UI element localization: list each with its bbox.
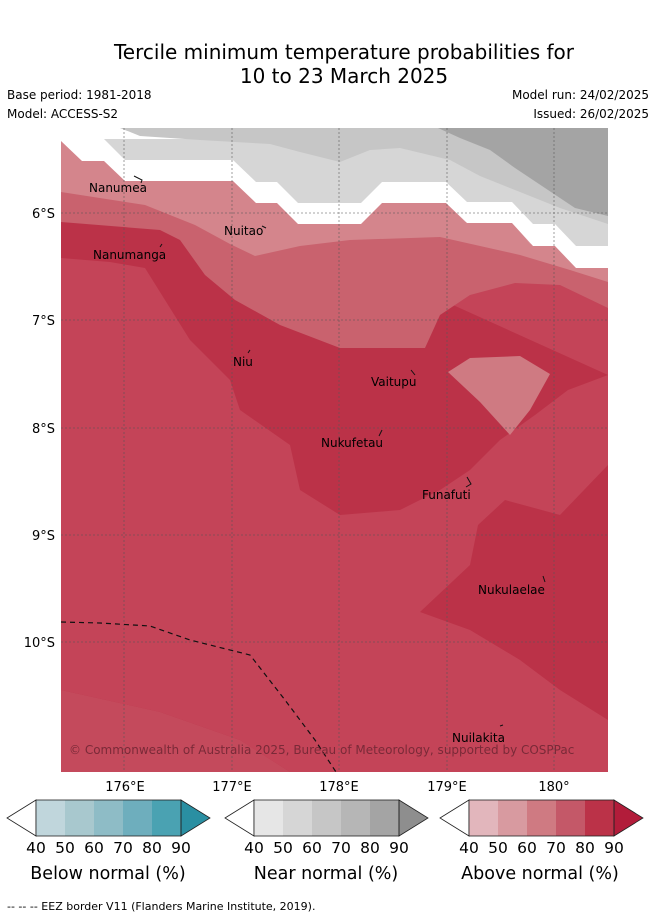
title-line-1: Tercile minimum temperature probabilitie… bbox=[113, 40, 575, 64]
colorbar-tick-label: 90 bbox=[389, 839, 409, 857]
colorbar-tick-label: 80 bbox=[575, 839, 595, 857]
colorbar-outline bbox=[253, 799, 400, 837]
colorbar-tick-label: 50 bbox=[273, 839, 293, 857]
colorbar-tick-label: 70 bbox=[113, 839, 133, 857]
colorbar-segment bbox=[94, 800, 123, 836]
probability-field bbox=[61, 128, 608, 772]
colorbar-segment bbox=[152, 800, 181, 836]
colorbar-extend-low bbox=[224, 799, 255, 837]
region-above-60 bbox=[448, 356, 550, 435]
base-period: Base period: 1981-2018 bbox=[7, 88, 152, 102]
place-label: Nanumea bbox=[89, 181, 147, 195]
y-tick-label: 6°S bbox=[32, 207, 55, 222]
place-label: Nukulaelae bbox=[478, 583, 545, 597]
colorbar-segment bbox=[556, 800, 585, 836]
colorbar-extend-low bbox=[439, 799, 470, 837]
eez-border-line bbox=[61, 621, 337, 772]
colorbar-segment bbox=[254, 800, 283, 836]
y-tick-label: 9°S bbox=[32, 529, 55, 544]
model-run: Model run: 24/02/2025 bbox=[511, 88, 649, 102]
x-tick-label: 177°E bbox=[212, 780, 252, 795]
map-title: Tercile minimum temperature probabilitie… bbox=[0, 40, 655, 88]
colorbar-title-above: Above normal (%) bbox=[461, 864, 619, 884]
colorbar-tick-label: 90 bbox=[604, 839, 624, 857]
x-tick-label: 180° bbox=[538, 780, 569, 795]
y-tick-label: 8°S bbox=[32, 422, 55, 437]
colorbar-segment bbox=[527, 800, 556, 836]
colorbar-near-normal: 40 50 60 70 80 90 bbox=[224, 799, 429, 857]
colorbar-segment bbox=[36, 800, 65, 836]
colorbar-extend-high bbox=[613, 799, 644, 837]
colorbar-title-below: Below normal (%) bbox=[30, 864, 186, 884]
grid-lines bbox=[61, 128, 608, 772]
colorbar-title-near: Near normal (%) bbox=[253, 864, 399, 884]
colorbar-above-normal: 40 50 60 70 80 90 bbox=[439, 799, 644, 857]
colorbar-tick-label: 80 bbox=[360, 839, 380, 857]
colorbar-extend-low bbox=[6, 799, 37, 837]
x-tick-label: 176°E bbox=[105, 780, 145, 795]
place-label: Nukufetau bbox=[321, 436, 383, 450]
place-label: Niu bbox=[233, 355, 253, 369]
colorbar-tick-label: 60 bbox=[517, 839, 537, 857]
colorbar-tick-label: 70 bbox=[546, 839, 566, 857]
colorbar-segment bbox=[312, 800, 341, 836]
issued-date: Issued: 26/02/2025 bbox=[533, 107, 649, 121]
eez-legend-note: -- -- -- EEZ border V11 (Flanders Marine… bbox=[7, 900, 316, 913]
colorbar-segment bbox=[283, 800, 312, 836]
copyright-notice: © Commonwealth of Australia 2025, Bureau… bbox=[69, 743, 574, 757]
colorbar-segment bbox=[65, 800, 94, 836]
island-shapes bbox=[133, 175, 546, 727]
colorbar-tick-label: 50 bbox=[55, 839, 75, 857]
colorbar-segment bbox=[123, 800, 152, 836]
colorbar-segment bbox=[498, 800, 527, 836]
y-tick-label: 10°S bbox=[24, 636, 55, 651]
colorbar-below-normal: 40 50 60 70 80 90 bbox=[6, 799, 211, 857]
title-line-2: 10 to 23 March 2025 bbox=[239, 64, 449, 88]
colorbar-outline bbox=[35, 799, 182, 837]
colorbar-tick-label: 70 bbox=[331, 839, 351, 857]
place-label: Funafuti bbox=[422, 488, 471, 502]
colorbar-outline bbox=[468, 799, 615, 837]
region-near-50 bbox=[72, 128, 608, 224]
colorbar-tick-label: 40 bbox=[459, 839, 479, 857]
place-label: Vaitupu bbox=[371, 375, 417, 389]
colorbar-extend-high bbox=[398, 799, 429, 837]
region-above-70 bbox=[61, 690, 290, 772]
colorbar-segment bbox=[469, 800, 498, 836]
place-label: Nuilakita bbox=[452, 731, 505, 745]
colorbar-tick-label: 40 bbox=[244, 839, 264, 857]
colorbar-segment bbox=[585, 800, 614, 836]
place-label: Nanumanga bbox=[93, 248, 166, 262]
colorbar-extend-high bbox=[180, 799, 211, 837]
x-tick-label: 179°E bbox=[427, 780, 467, 795]
colorbar-tick-label: 40 bbox=[26, 839, 46, 857]
colorbar-tick-label: 80 bbox=[142, 839, 162, 857]
place-label: Nuitao bbox=[224, 224, 263, 238]
colorbar-tick-label: 60 bbox=[302, 839, 322, 857]
x-tick-label: 178°E bbox=[319, 780, 359, 795]
colorbar-segment bbox=[370, 800, 399, 836]
y-tick-label: 7°S bbox=[32, 314, 55, 329]
model-name: Model: ACCESS-S2 bbox=[7, 107, 119, 121]
colorbar-tick-label: 60 bbox=[84, 839, 104, 857]
colorbar-segment bbox=[341, 800, 370, 836]
colorbar-tick-label: 50 bbox=[488, 839, 508, 857]
colorbar-tick-label: 90 bbox=[171, 839, 191, 857]
region-near-70 bbox=[438, 128, 608, 216]
